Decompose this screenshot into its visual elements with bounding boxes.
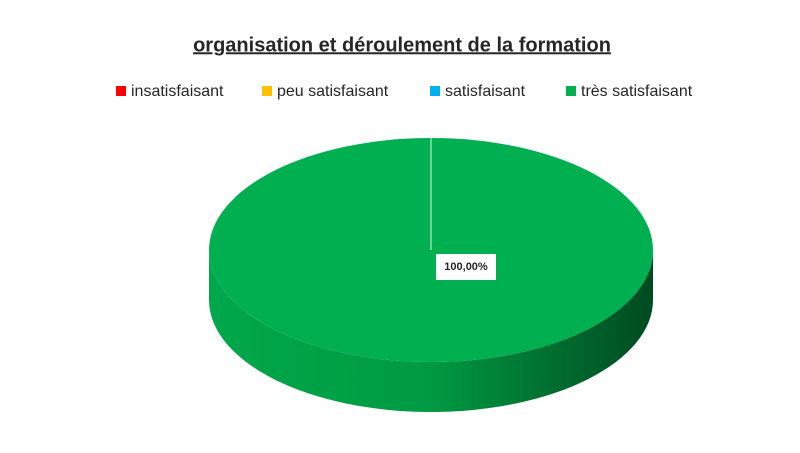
- legend-label: très satisfaisant: [581, 83, 693, 100]
- data-label: 100,00%: [444, 261, 488, 273]
- legend-label: insatisfaisant: [131, 83, 224, 100]
- legend-label: satisfaisant: [445, 83, 526, 100]
- legend-swatch: [430, 86, 440, 96]
- legend-swatch: [262, 86, 272, 96]
- legend-swatch: [566, 86, 576, 96]
- pie-side: [209, 250, 653, 412]
- data-label-box: [436, 254, 496, 280]
- legend-label: peu satisfaisant: [277, 83, 389, 100]
- legend-swatch: [116, 86, 126, 96]
- chart-title: organisation et déroulement de la format…: [193, 34, 611, 56]
